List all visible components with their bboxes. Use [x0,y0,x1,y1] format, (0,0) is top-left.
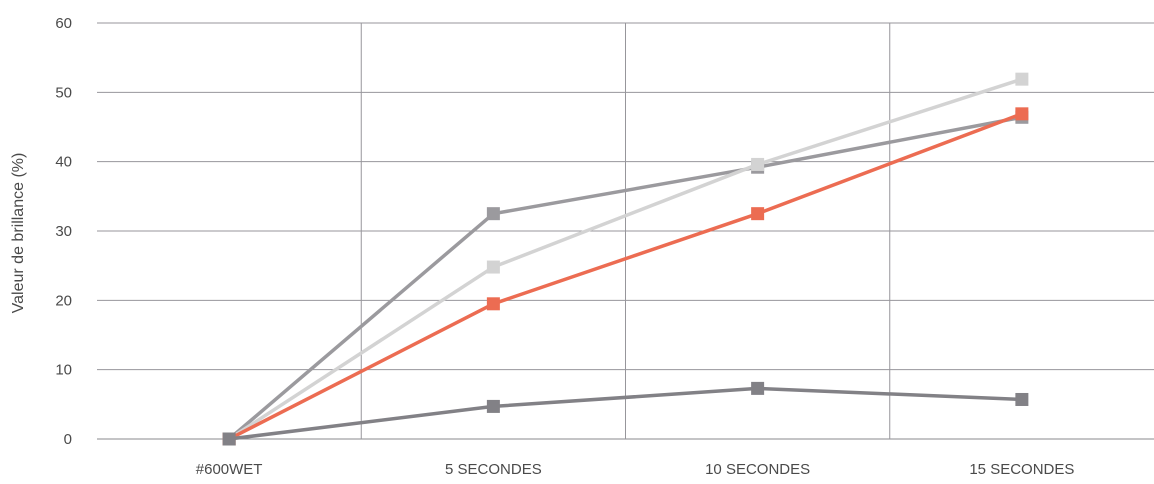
y-tick-label: 0 [64,431,72,448]
series-4 [222,381,1029,446]
x-tick-label: #600WET [196,461,263,478]
grid-lines [97,22,1154,440]
series-line [228,77,1023,441]
y-tick-label: 30 [55,223,72,240]
series-line [227,115,1023,441]
data-point-marker [486,297,500,311]
series-line [228,112,1023,441]
y-tick-label: 50 [55,84,72,101]
data-point-marker [1015,72,1029,86]
x-tick-label: 15 SECONDES [969,461,1074,478]
data-point-marker [486,399,500,413]
data-point-marker [751,381,765,395]
y-tick-label: 60 [55,15,72,32]
data-point-marker [751,207,765,221]
x-tick-label: 10 SECONDES [705,461,810,478]
x-tick-labels: #600WET 5 SECONDES 10 SECONDES 15 SECONDES [196,461,1075,478]
y-tick-label: 20 [55,292,72,309]
series-lines [222,72,1029,446]
y-axis-title: Valeur de brillance (%) [10,153,27,314]
data-point-marker [486,207,500,221]
data-point-marker [222,432,236,446]
data-point-marker [751,157,765,171]
y-tick-labels: 0 10 20 30 40 50 60 [55,15,72,448]
x-tick-label: 5 SECONDES [445,461,542,478]
data-point-marker [1015,392,1029,406]
data-point-marker [486,260,500,274]
y-tick-label: 10 [55,362,72,379]
y-tick-label: 40 [55,154,72,171]
data-point-marker [1015,107,1029,121]
series-line [228,386,1022,441]
